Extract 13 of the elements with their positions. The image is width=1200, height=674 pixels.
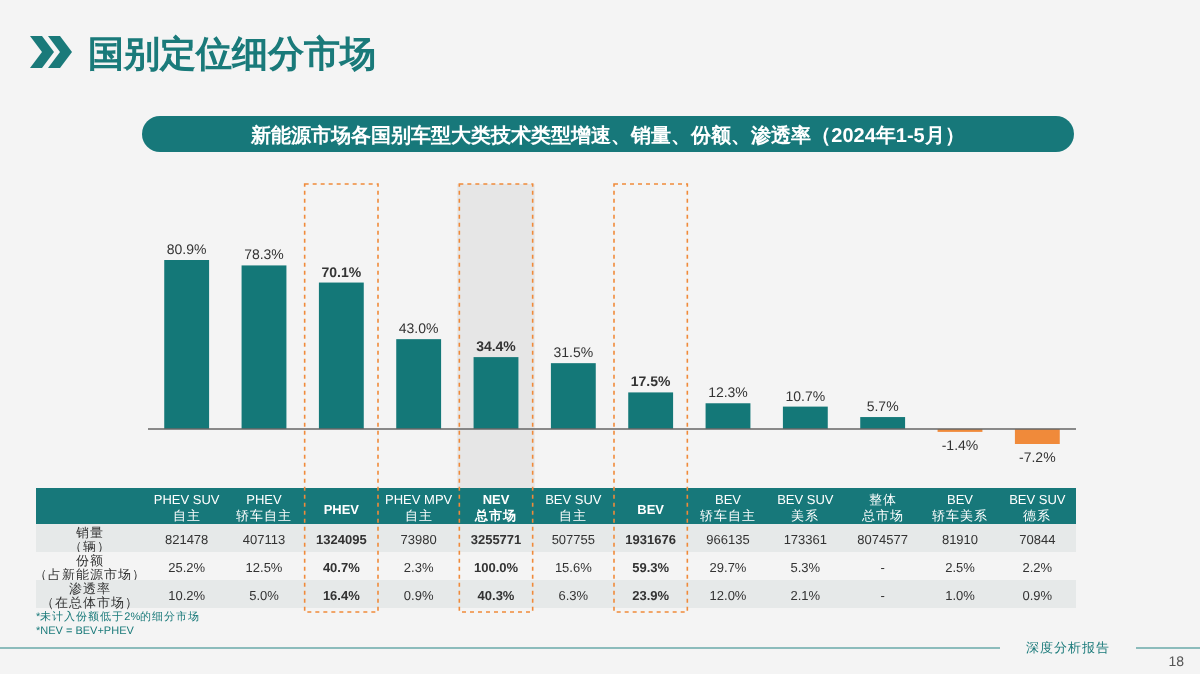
bar <box>164 260 210 429</box>
chart-title: 国别定位细分市场 <box>88 34 376 74</box>
bar <box>782 406 828 429</box>
bar <box>473 357 519 429</box>
bar <box>1014 428 1060 444</box>
bar <box>628 392 674 429</box>
bar <box>860 417 906 429</box>
bar <box>241 265 287 429</box>
chart-subtitle: 新能源市场各国别车型大类技术类型增速、销量、份额、渗透率（2024年1-5月） <box>249 124 965 148</box>
bar <box>550 363 596 429</box>
bar <box>318 282 364 429</box>
bar <box>396 339 442 429</box>
bar <box>705 403 751 429</box>
